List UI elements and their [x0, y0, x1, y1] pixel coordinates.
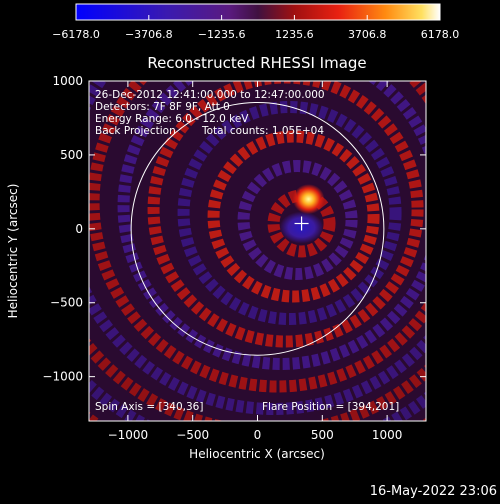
y-tick-label: −500 [50, 296, 83, 310]
colorbar-ticks: −6178.0 −3706.8 −1235.6 1235.6 3706.8 6178.0 [52, 15, 459, 41]
annotation-energy-range: Energy Range: 6.0 - 12.0 keV [95, 113, 249, 125]
y-tick-label: 1000 [52, 74, 83, 88]
y-tick-label: 0 [75, 222, 83, 236]
fringe-ring [117, 81, 426, 370]
colorbar-tick-label: −3706.8 [125, 28, 173, 41]
colorbar-tick-label: 6178.0 [421, 28, 460, 41]
colorbar-tick-label: 1235.6 [275, 28, 314, 41]
x-tick-label: 1000 [372, 428, 403, 442]
colorbar-bar [76, 4, 440, 20]
x-tick-label: 0 [254, 428, 262, 442]
colorbar-frame [75, 3, 441, 21]
axis-ticks: −1000 −500 0 500 1000 −1000 −500 0 500 1000 [42, 74, 426, 442]
timestamp: 16-May-2022 23:06 [370, 484, 497, 499]
spin-axis-cross [294, 216, 309, 231]
annotation-time-range: 26-Dec-2012 12:41:00.000 to 12:47:00.000 [95, 89, 325, 101]
colorbar-tick-label: −1235.6 [198, 28, 246, 41]
fringe-ring [237, 160, 358, 281]
x-tick-label: −500 [176, 428, 209, 442]
annotation-total-counts: Total counts: 1.05E+04 [201, 125, 324, 137]
annotation-spin-axis: Spin Axis = [340,36] [95, 401, 203, 413]
colorbar-tick-label: −6178.0 [52, 28, 100, 41]
chart-title: Reconstructed RHESSI Image [147, 54, 366, 72]
y-axis-label: Heliocentric Y (arcsec) [6, 184, 20, 319]
colorbar-tick-label: 3706.8 [348, 28, 387, 41]
annotation-block: 26-Dec-2012 12:41:00.000 to 12:47:00.000… [95, 89, 399, 413]
fringe-ring [147, 81, 424, 348]
solar-limb-circle [130, 101, 385, 356]
x-tick-label: 500 [311, 428, 334, 442]
x-axis-label: Heliocentric X (arcsec) [189, 447, 325, 461]
annotation-detectors: Detectors: 7F 8F 9F, Att 0 [95, 101, 230, 113]
flare-source [292, 184, 325, 215]
annotation-method: Back Projection [95, 125, 176, 137]
annotation-flare-position: Flare Position = [394,201] [262, 401, 399, 413]
y-tick-label: 500 [60, 148, 83, 162]
fringe-ring [207, 130, 380, 303]
y-tick-label: −1000 [42, 370, 83, 384]
fringe-ring [177, 101, 402, 326]
x-tick-label: −1000 [108, 428, 149, 442]
